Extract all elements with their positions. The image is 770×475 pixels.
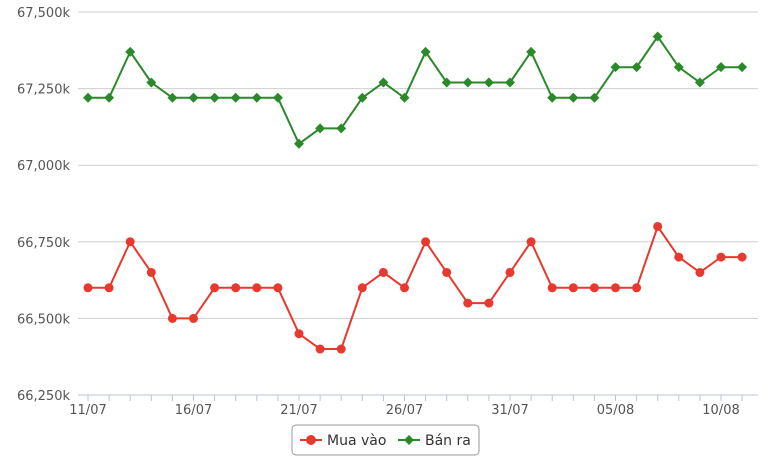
data-point[interactable] bbox=[484, 298, 494, 308]
data-point[interactable] bbox=[421, 237, 431, 247]
data-point[interactable] bbox=[441, 77, 452, 88]
x-tick-label: 26/07 bbox=[386, 403, 423, 418]
data-point[interactable] bbox=[167, 313, 177, 323]
data-point[interactable] bbox=[589, 92, 600, 103]
series-1 bbox=[83, 31, 748, 149]
data-point[interactable] bbox=[400, 283, 409, 293]
data-point[interactable] bbox=[674, 252, 684, 262]
data-point[interactable] bbox=[104, 283, 114, 293]
data-point[interactable] bbox=[737, 252, 747, 262]
data-point[interactable] bbox=[188, 92, 199, 103]
data-point[interactable] bbox=[505, 267, 515, 277]
data-point[interactable] bbox=[589, 283, 599, 293]
y-tick-label: 67,250k bbox=[17, 83, 70, 98]
data-point[interactable] bbox=[83, 92, 93, 103]
series-0 bbox=[83, 221, 747, 354]
data-point[interactable] bbox=[653, 221, 663, 231]
data-point[interactable] bbox=[716, 252, 726, 262]
legend-marker-ban-ra[interactable] bbox=[404, 435, 414, 445]
data-point[interactable] bbox=[294, 329, 304, 339]
data-point[interactable] bbox=[547, 283, 557, 293]
data-point[interactable] bbox=[442, 267, 452, 277]
data-point[interactable] bbox=[526, 46, 537, 57]
data-point[interactable] bbox=[463, 298, 473, 308]
data-point[interactable] bbox=[357, 92, 368, 103]
data-point[interactable] bbox=[399, 92, 410, 103]
data-point[interactable] bbox=[230, 92, 241, 103]
legend-label-mua-vao[interactable]: Mua vào bbox=[327, 433, 386, 449]
series-line bbox=[88, 34, 743, 146]
data-point[interactable] bbox=[378, 267, 388, 277]
data-point[interactable] bbox=[104, 92, 115, 103]
data-point[interactable] bbox=[251, 92, 262, 103]
data-point[interactable] bbox=[631, 62, 642, 73]
data-point[interactable] bbox=[652, 31, 663, 42]
legend: Mua vào Bán ra bbox=[291, 424, 480, 456]
data-point[interactable] bbox=[146, 77, 157, 88]
data-point[interactable] bbox=[378, 77, 389, 88]
data-point[interactable] bbox=[357, 283, 367, 293]
data-point[interactable] bbox=[273, 283, 283, 293]
data-point[interactable] bbox=[125, 237, 135, 247]
x-axis: 11/07 16/07 21/07 26/07 31/07 05/08 10/08 bbox=[69, 394, 758, 418]
x-tick-label: 21/07 bbox=[280, 403, 317, 418]
data-point[interactable] bbox=[462, 77, 473, 88]
data-point[interactable] bbox=[146, 267, 156, 277]
data-point[interactable] bbox=[610, 62, 621, 73]
data-point[interactable] bbox=[632, 283, 642, 293]
legend-label-ban-ra[interactable]: Bán ra bbox=[425, 433, 471, 449]
data-point[interactable] bbox=[716, 62, 726, 73]
data-point[interactable] bbox=[547, 92, 558, 103]
series-line bbox=[88, 224, 743, 350]
data-point[interactable] bbox=[167, 92, 178, 103]
data-point[interactable] bbox=[673, 62, 684, 73]
data-point[interactable] bbox=[483, 77, 494, 88]
data-point[interactable] bbox=[611, 283, 620, 293]
data-point[interactable] bbox=[209, 92, 220, 103]
data-point[interactable] bbox=[505, 77, 515, 88]
data-point[interactable] bbox=[568, 92, 579, 103]
y-tick-label: 66,250k bbox=[17, 389, 70, 404]
legend-marker-mua-vao[interactable] bbox=[306, 435, 316, 445]
data-point[interactable] bbox=[189, 313, 198, 323]
y-tick-label: 67,000k bbox=[17, 159, 70, 174]
x-tick-label: 11/07 bbox=[69, 403, 106, 418]
y-tick-label: 66,500k bbox=[17, 312, 70, 327]
y-tick-label: 66,750k bbox=[17, 236, 70, 251]
y-axis-ticks: 66,250k 66,500k 66,750k 67,000k 67,250k 67,50… bbox=[17, 6, 70, 404]
data-point[interactable] bbox=[210, 283, 220, 293]
data-point[interactable] bbox=[125, 46, 136, 57]
x-tick-label: 16/07 bbox=[175, 403, 212, 418]
data-point[interactable] bbox=[231, 283, 241, 293]
data-point[interactable] bbox=[568, 283, 578, 293]
data-point[interactable] bbox=[252, 283, 262, 293]
x-tick-label: 05/08 bbox=[597, 403, 634, 418]
data-point[interactable] bbox=[336, 344, 346, 354]
y-tick-label: 67,500k bbox=[17, 6, 70, 21]
data-point[interactable] bbox=[336, 123, 347, 134]
data-point[interactable] bbox=[315, 123, 326, 134]
data-point[interactable] bbox=[737, 62, 748, 73]
data-point[interactable] bbox=[83, 283, 93, 293]
x-tick-label: 10/08 bbox=[702, 403, 739, 418]
data-point[interactable] bbox=[526, 237, 536, 247]
series-layer bbox=[83, 31, 748, 354]
legend-box bbox=[291, 424, 480, 456]
data-point[interactable] bbox=[315, 344, 325, 354]
data-point[interactable] bbox=[272, 92, 283, 103]
data-point[interactable] bbox=[694, 77, 705, 88]
data-point[interactable] bbox=[294, 138, 304, 149]
data-point[interactable] bbox=[420, 46, 431, 57]
data-point[interactable] bbox=[695, 267, 705, 277]
x-tick-label: 31/07 bbox=[491, 403, 528, 418]
